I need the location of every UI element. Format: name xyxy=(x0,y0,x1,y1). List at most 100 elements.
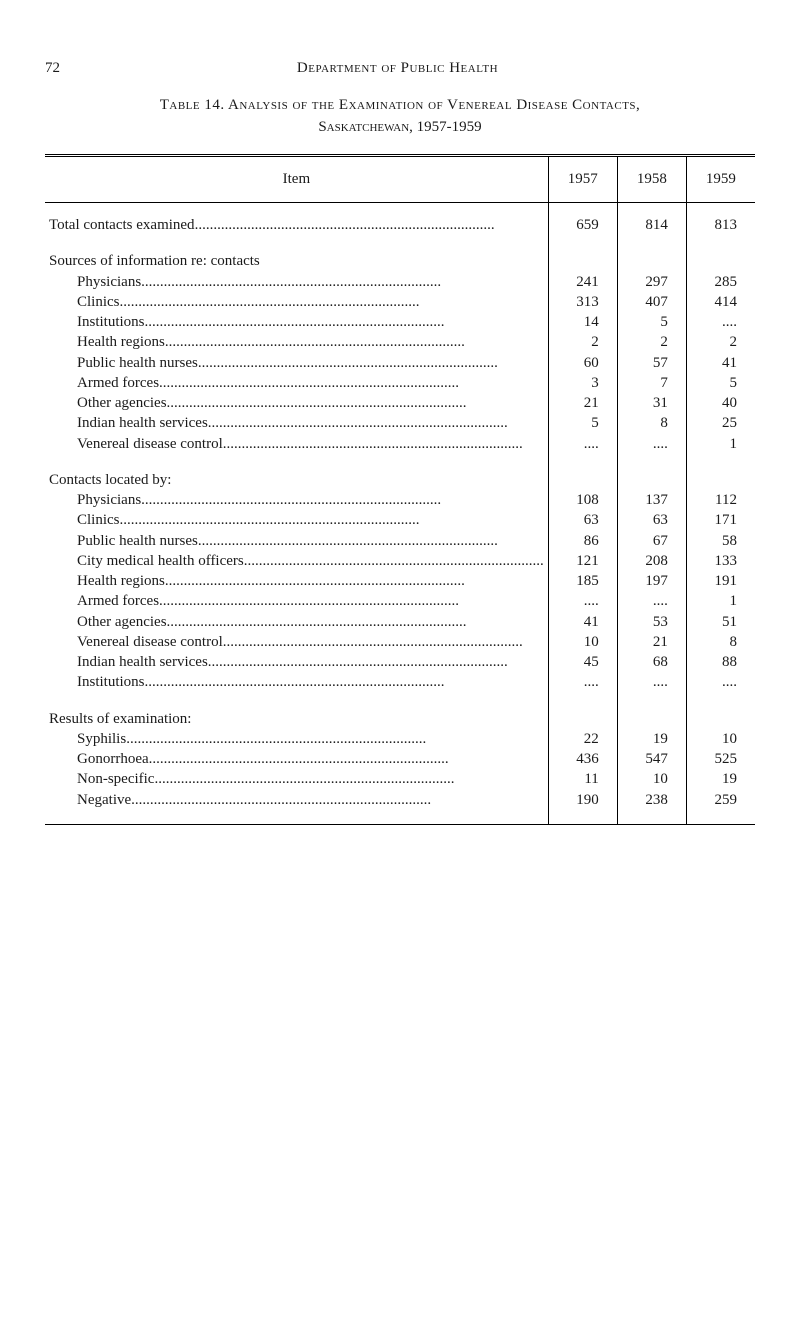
value-cell: .... xyxy=(548,591,617,611)
value-cell: 297 xyxy=(617,272,686,292)
table-row: Other agencies..........................… xyxy=(45,612,755,632)
value-cell: 86 xyxy=(548,531,617,551)
value-cell: 259 xyxy=(686,790,755,825)
item-cell: Clinics.................................… xyxy=(45,510,548,530)
value-cell: 45 xyxy=(548,652,617,672)
value-cell: 8 xyxy=(617,413,686,433)
item-label: Public health nurses....................… xyxy=(77,533,498,549)
item-label: Clinics.................................… xyxy=(77,512,420,528)
table-row: Other agencies..........................… xyxy=(45,393,755,413)
item-label: Clinics.................................… xyxy=(77,294,420,310)
item-cell: Total contacts examined.................… xyxy=(45,215,548,235)
dot-leader: ........................................… xyxy=(145,674,445,690)
value-cell: 5 xyxy=(617,312,686,332)
item-cell: Physicians..............................… xyxy=(45,490,548,510)
item-wrap: Other agencies..........................… xyxy=(49,612,544,632)
value-cell: 41 xyxy=(686,353,755,373)
item-wrap: City medical health officers............… xyxy=(49,551,544,571)
item-wrap: Venereal disease control................… xyxy=(49,632,544,652)
table-body: Total contacts examined.................… xyxy=(45,203,755,825)
item-label: Venereal disease control................… xyxy=(77,436,523,452)
value-cell: .... xyxy=(617,591,686,611)
item-wrap: Institutions............................… xyxy=(49,312,544,332)
value-cell: 5 xyxy=(686,373,755,393)
value-cell: 51 xyxy=(686,612,755,632)
item-wrap: Health regions..........................… xyxy=(49,332,544,352)
item-cell: City medical health officers............… xyxy=(45,551,548,571)
item-wrap: Physicians..............................… xyxy=(49,272,544,292)
item-wrap: Clinics.................................… xyxy=(49,510,544,530)
caption-prefix: Table 14. xyxy=(160,97,228,113)
value-cell: 241 xyxy=(548,272,617,292)
item-wrap: Gonorrhoea..............................… xyxy=(49,749,544,769)
value-cell: 3 xyxy=(548,373,617,393)
value-cell: 41 xyxy=(548,612,617,632)
table-row: Venereal disease control................… xyxy=(45,434,755,454)
value-cell: 10 xyxy=(617,769,686,789)
table-row: Syphilis................................… xyxy=(45,729,755,749)
empty-cell xyxy=(617,466,686,490)
department-title: Department of Public Health xyxy=(297,60,498,77)
value-cell: 813 xyxy=(686,215,755,235)
col-header-item: Item xyxy=(45,156,548,203)
value-cell: 171 xyxy=(686,510,755,530)
item-label: Total contacts examined.................… xyxy=(49,217,495,233)
empty-cell xyxy=(617,705,686,729)
value-cell: 185 xyxy=(548,571,617,591)
empty-cell xyxy=(686,466,755,490)
dot-leader: ........................................… xyxy=(208,415,508,431)
item-cell: Health regions..........................… xyxy=(45,571,548,591)
value-cell: 88 xyxy=(686,652,755,672)
table-row: Clinics.................................… xyxy=(45,292,755,312)
section-header-row: Results of examination: xyxy=(45,705,755,729)
dot-leader: ........................................… xyxy=(167,614,467,630)
item-label-text: Public health nurses xyxy=(77,355,198,371)
item-label: Venereal disease control................… xyxy=(77,634,523,650)
spacer-row xyxy=(45,203,755,216)
item-label: Indian health services..................… xyxy=(77,415,508,431)
item-label-text: Non-specific xyxy=(77,771,154,787)
dot-leader: ........................................… xyxy=(208,654,508,670)
item-label-text: Clinics xyxy=(77,294,120,310)
dot-leader: ........................................… xyxy=(244,553,544,569)
item-wrap: Indian health services..................… xyxy=(49,652,544,672)
item-label-text: Physicians xyxy=(77,492,141,508)
value-cell: 60 xyxy=(548,353,617,373)
item-label-text: Venereal disease control xyxy=(77,436,223,452)
item-cell: Other agencies..........................… xyxy=(45,393,548,413)
table-row: Indian health services..................… xyxy=(45,413,755,433)
item-label-text: Indian health services xyxy=(77,654,208,670)
empty-cell xyxy=(617,247,686,271)
item-wrap: Other agencies..........................… xyxy=(49,393,544,413)
item-label: Armed forces............................… xyxy=(77,593,459,609)
table-row: Indian health services..................… xyxy=(45,652,755,672)
value-cell: 238 xyxy=(617,790,686,825)
value-cell: 407 xyxy=(617,292,686,312)
spacer-row xyxy=(45,454,755,466)
item-label: Other agencies..........................… xyxy=(77,395,467,411)
dot-leader: ........................................… xyxy=(126,731,426,747)
value-cell: 814 xyxy=(617,215,686,235)
section-header-cell: Sources of information re: contacts xyxy=(45,247,548,271)
item-label-text: Physicians xyxy=(77,274,141,290)
page-header: 72 Department of Public Health xyxy=(45,60,755,77)
value-cell: 137 xyxy=(617,490,686,510)
table-row: Health regions..........................… xyxy=(45,332,755,352)
table-row: Institutions............................… xyxy=(45,312,755,332)
value-cell: 525 xyxy=(686,749,755,769)
item-wrap: Health regions..........................… xyxy=(49,571,544,591)
item-label: Gonorrhoea..............................… xyxy=(77,751,449,767)
dot-leader: ........................................… xyxy=(141,274,441,290)
item-label-text: Armed forces xyxy=(77,593,159,609)
caption-main: Analysis of the Examination of Venereal … xyxy=(228,97,640,113)
value-cell: 7 xyxy=(617,373,686,393)
value-cell: 112 xyxy=(686,490,755,510)
value-cell: .... xyxy=(686,672,755,692)
item-label: Physicians..............................… xyxy=(77,274,441,290)
value-cell: 1 xyxy=(686,434,755,454)
item-label: Other agencies..........................… xyxy=(77,614,467,630)
value-cell: 208 xyxy=(617,551,686,571)
value-cell: .... xyxy=(548,434,617,454)
dot-leader: ........................................… xyxy=(195,217,495,233)
value-cell: 5 xyxy=(548,413,617,433)
